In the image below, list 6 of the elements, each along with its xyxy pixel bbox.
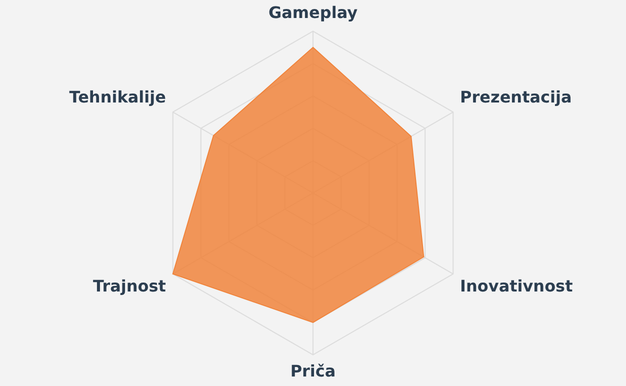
spoke-label: Gameplay [268, 2, 358, 22]
spoke-label: Tehnikalije [69, 88, 166, 107]
spoke-label: Trajnost [93, 276, 166, 296]
spoke-label: Inovativnost [460, 276, 574, 296]
spoke-label: Prezentacija [460, 88, 572, 107]
spoke-label: Priča [290, 362, 336, 381]
